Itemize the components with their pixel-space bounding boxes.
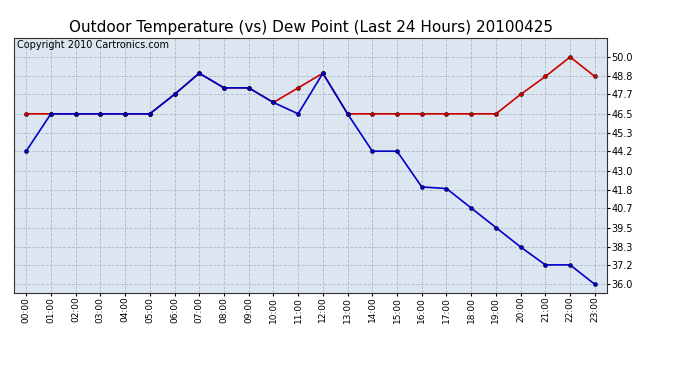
Title: Outdoor Temperature (vs) Dew Point (Last 24 Hours) 20100425: Outdoor Temperature (vs) Dew Point (Last…	[68, 20, 553, 35]
Text: Copyright 2010 Cartronics.com: Copyright 2010 Cartronics.com	[17, 40, 169, 50]
